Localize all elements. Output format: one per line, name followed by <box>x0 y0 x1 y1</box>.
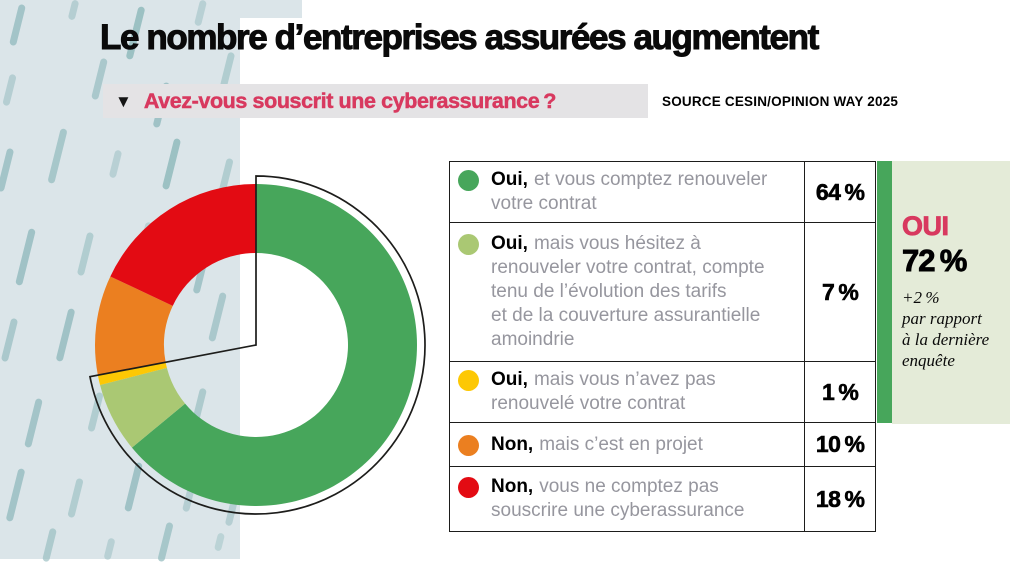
oui-summary-bar <box>877 161 892 423</box>
legend-percent: 1 % <box>804 362 875 422</box>
donut-segment-2 <box>100 367 186 448</box>
oui-summary-panel: OUI 72 % +2 % par rapport à la dernière … <box>892 161 1010 424</box>
question-banner: ▼ Avez-vous souscrit une cyberassurance … <box>103 84 648 118</box>
rain-dash-icon <box>5 467 26 523</box>
legend-label: Oui, et vous comptez renouveler votre con… <box>491 169 768 214</box>
legend-row-3: Oui, mais vous n’avez pas renouvelé votre… <box>450 361 875 422</box>
legend-row-1: Oui, et vous comptez renouveler votre con… <box>450 162 875 222</box>
rain-dash-icon <box>9 3 26 47</box>
legend-color-dot <box>458 170 479 191</box>
legend-row-4: Non, mais c’est en projet 10 % <box>450 422 875 466</box>
donut-segment-4 <box>95 276 173 376</box>
rain-dash-icon <box>2 73 17 107</box>
source-label: SOURCE CESIN/OPINION WAY 2025 <box>662 94 899 109</box>
donut-segment-1 <box>131 184 417 506</box>
rain-dash-icon <box>0 317 19 363</box>
legend-color-dot <box>458 477 479 498</box>
donut-chart <box>80 170 432 522</box>
legend-label-cell: Oui, mais vous hésitez à renouveler votre… <box>450 223 804 361</box>
legend-percent: 10 % <box>804 423 875 466</box>
down-triangle-icon: ▼ <box>115 91 132 111</box>
rain-dash-icon <box>213 532 226 552</box>
oui-group-outline <box>88 175 426 515</box>
oui-note: +2 % par rapport à la dernière enquête <box>902 288 990 370</box>
legend-percent: 7 % <box>804 223 875 361</box>
rain-dash-icon <box>55 307 76 363</box>
rain-dash-icon <box>24 397 43 449</box>
legend-color-dot <box>458 434 479 456</box>
donut-svg <box>88 175 426 515</box>
legend-color-dot <box>458 234 479 255</box>
legend-percent: 64 % <box>804 162 875 222</box>
donut-segment-3 <box>97 362 167 386</box>
legend-color-dot <box>458 370 479 391</box>
rain-dash-icon <box>41 527 58 562</box>
legend-table: Oui, et vous comptez renouveler votre con… <box>449 161 876 532</box>
rain-dash-icon <box>47 127 68 185</box>
rain-dash-icon <box>157 521 174 562</box>
legend-label: Oui, mais vous hésitez à renouveler votre… <box>491 233 765 350</box>
legend-label-cell: Non, mais c’est en projet <box>450 423 804 466</box>
legend-label: Non, vous ne comptez pas souscrire une cy… <box>491 476 745 521</box>
donut-segment-5 <box>110 184 256 306</box>
legend-label-cell: Oui, mais vous n’avez pas renouvelé votre… <box>450 362 804 422</box>
rain-dash-icon <box>0 147 15 193</box>
question-label: Avez-vous souscrit une cyberassurance ? <box>143 88 557 113</box>
legend-label-cell: Non, vous ne comptez pas souscrire une cy… <box>450 467 804 531</box>
oui-value: 72 % <box>902 243 968 279</box>
rain-dash-icon <box>67 0 80 21</box>
page-title: Le nombre d’entreprises assurées augment… <box>100 18 820 58</box>
legend-row-5: Non, vous ne comptez pas souscrire une cy… <box>450 466 875 531</box>
legend-row-2: Oui, mais vous hésitez à renouveler votre… <box>450 222 875 361</box>
rain-dash-icon <box>15 228 36 286</box>
legend-percent: 18 % <box>804 467 875 531</box>
rain-pattern-extension <box>240 0 302 18</box>
legend-label-cell: Oui, et vous comptez renouveler votre con… <box>450 162 804 222</box>
oui-label: OUI <box>902 211 950 242</box>
legend-label: Oui, mais vous n’avez pas renouvelé votre… <box>491 369 716 414</box>
legend-label: Non, mais c’est en projet <box>491 433 703 455</box>
rain-dash-icon <box>103 537 116 561</box>
